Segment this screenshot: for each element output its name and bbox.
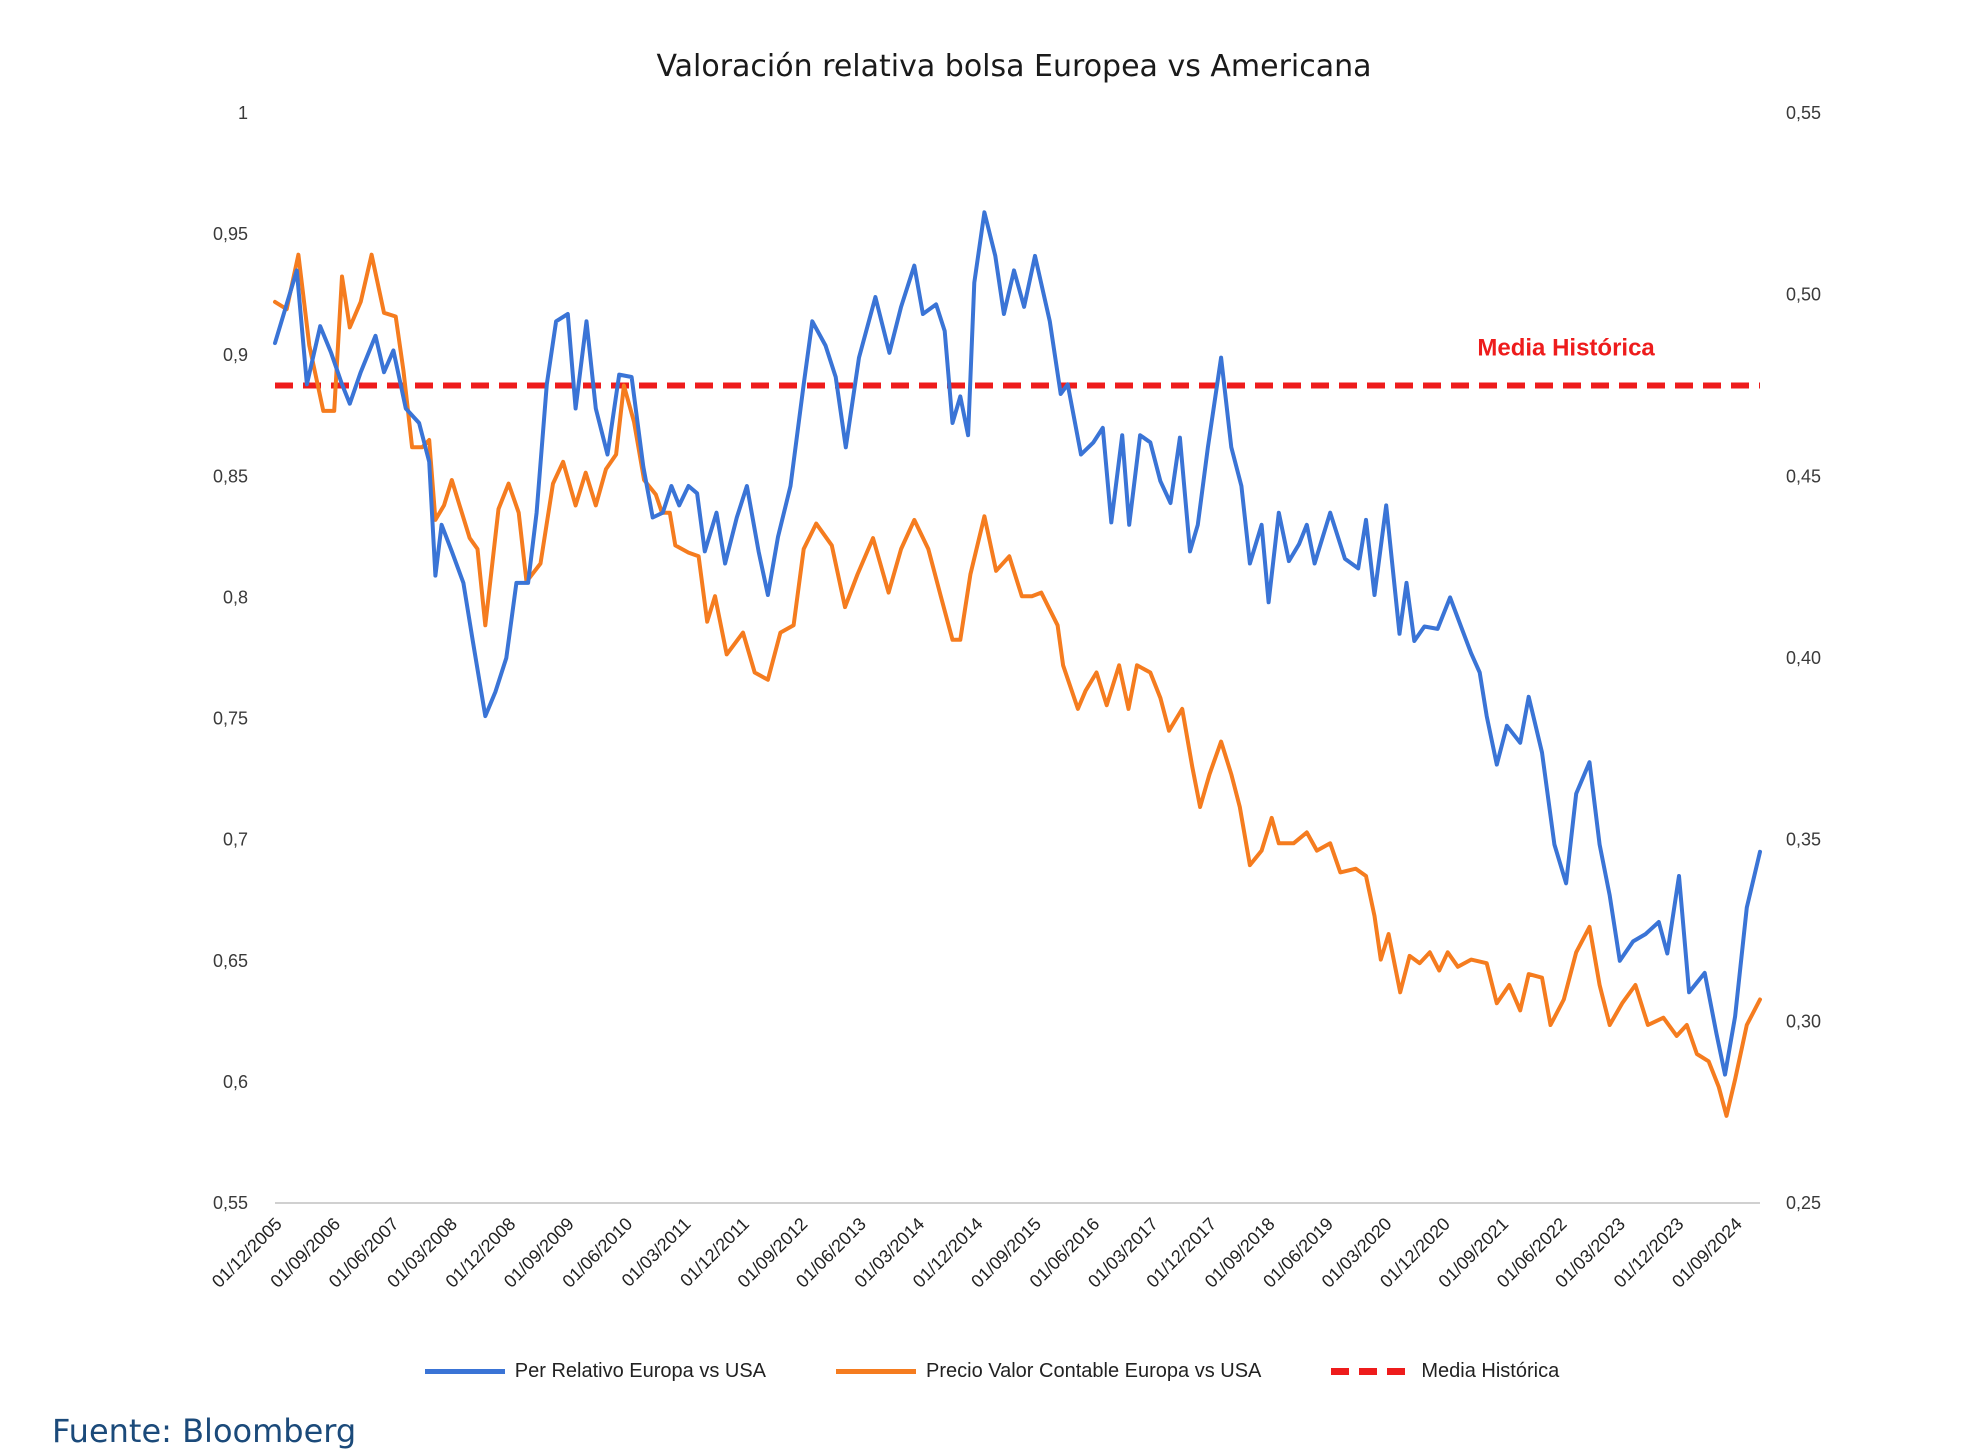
left-tick-label: 0,65 (213, 951, 248, 971)
legend-item-media-historica: Media Histórica (1331, 1360, 1559, 1383)
legend-label: Precio Valor Contable Europa vs USA (926, 1360, 1262, 1382)
chart: Valoración relativa bolsa Europea vs Ame… (208, 49, 1821, 1292)
left-tick-label: 0,55 (213, 1193, 248, 1213)
legend: Per Relativo Europa vs USA Precio Valor … (0, 1360, 1984, 1383)
source-note: Fuente: Bloomberg (52, 1412, 357, 1450)
right-tick-label: 0,55 (1786, 103, 1821, 123)
legend-swatch-orange (836, 1369, 917, 1374)
right-tick-label: 0,50 (1786, 285, 1821, 305)
series-line-1 (273, 252, 1762, 1118)
series-line-0 (273, 210, 1762, 1077)
legend-label: Media Histórica (1421, 1360, 1560, 1382)
x-axis: 01/12/200501/09/200601/06/200701/03/2008… (208, 1214, 1746, 1292)
left-tick-label: 0,6 (223, 1072, 248, 1092)
left-tick-label: 0,85 (213, 466, 248, 486)
left-tick-label: 0,95 (213, 224, 248, 244)
left-tick-label: 0,8 (223, 587, 248, 607)
left-tick-label: 0,7 (223, 830, 248, 850)
chart-title: Valoración relativa bolsa Europea vs Ame… (656, 49, 1371, 84)
legend-item-per-relativo: Per Relativo Europa vs USA (424, 1360, 767, 1383)
legend-swatch-red-dashed (1331, 1368, 1412, 1375)
right-tick-label: 0,25 (1786, 1193, 1821, 1213)
right-axis: 0,55 0,50 0,45 0,40 0,35 0,30 0,25 (1786, 103, 1821, 1213)
left-tick-label: 0,9 (223, 345, 248, 365)
legend-swatch-blue (424, 1369, 505, 1374)
left-axis: 1 0,95 0,9 0,85 0,8 0,75 0,7 0,65 0,6 0,55 (213, 103, 248, 1213)
right-tick-label: 0,40 (1786, 648, 1821, 668)
right-tick-label: 0,45 (1786, 466, 1821, 486)
legend-label: Per Relativo Europa vs USA (514, 1360, 767, 1382)
left-tick-label: 1 (238, 103, 248, 123)
right-tick-label: 0,30 (1786, 1011, 1821, 1031)
legend-item-precio-valor-contable: Precio Valor Contable Europa vs USA (836, 1360, 1261, 1383)
right-tick-label: 0,35 (1786, 830, 1821, 850)
series-layer (273, 210, 1762, 1118)
left-tick-label: 0,75 (213, 709, 248, 729)
media-historica-annotation: Media Histórica (1477, 335, 1655, 362)
